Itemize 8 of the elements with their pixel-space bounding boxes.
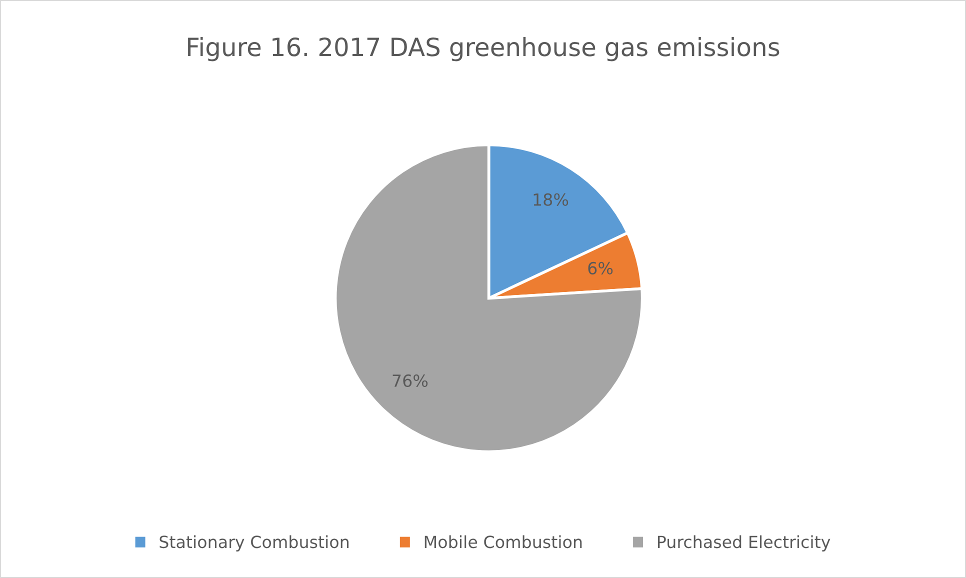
pie-slice [334, 143, 644, 454]
data-label: 76% [392, 374, 428, 388]
legend-label: Purchased Electricity [658, 535, 830, 552]
data-label: 6% [588, 262, 613, 274]
legend-label: Mobile Combustion [424, 535, 582, 548]
data-label: 18% [534, 193, 568, 206]
legend-label: Stationary Combustion [160, 535, 349, 552]
chart-title: Figure 16. 2017 DAS greenhouse gas emissions [188, 37, 780, 62]
